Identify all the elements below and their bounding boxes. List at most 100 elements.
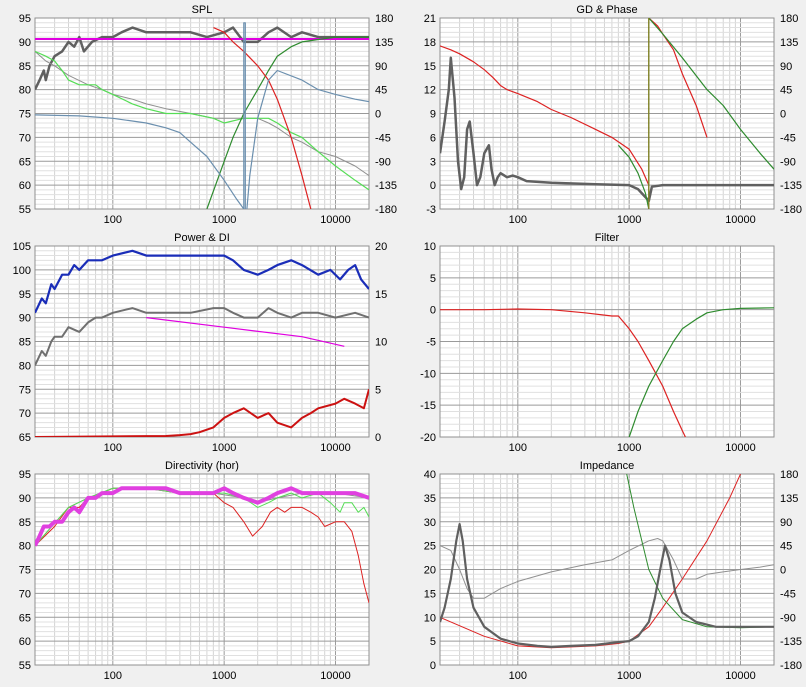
x-tick-label: 100 [509,670,527,682]
y-tick-label: -20 [420,432,436,444]
y2-tick-label: 10 [375,337,387,349]
y2-tick-label: -45 [780,132,796,144]
y2-tick-label: 90 [375,61,387,73]
series-line-5 [206,36,369,209]
series-line-3 [146,317,345,347]
chart-panel-power-di: Power & DI 65 70 75 80 85 90 95 100 105 20 15 10 5 0 10… [0,228,401,454]
series-group [440,18,774,209]
y-tick-label: 65 [19,156,31,168]
y2-tick-label: -90 [375,156,391,168]
x-tick-label: 10000 [320,442,351,454]
y-tick-label: 80 [19,360,31,372]
x-tick-label: 100 [104,670,122,682]
x-tick-label: 100 [104,214,122,226]
series-line-4 [440,523,774,648]
chart-title: Directivity (hor) [165,460,239,472]
chart-title: Filter [595,232,620,244]
y-tick-label: 65 [19,432,31,444]
plot-border [34,473,370,666]
y2-tick-label: 45 [375,85,387,97]
y2-tick-label: 135 [780,37,798,49]
y-tick-label: -3 [426,204,436,216]
series-line-1 [35,249,369,314]
x-tick-label: 1000 [212,442,236,454]
y2-tick-label: 45 [780,85,792,97]
y2-tick-label: 180 [780,469,798,481]
series-line-4 [617,18,774,209]
chart-panel-impedance: Impedance 0 5 10 15 20 25 30 35 40 180 135 90 45 0 -45 -… [405,456,806,682]
y-tick-label: 95 [19,13,31,25]
y2-tick-label: 0 [780,565,786,577]
y-tick-label: 85 [19,337,31,349]
x-tick-label: 1000 [212,214,236,226]
y2-tick-label: 0 [375,432,381,444]
y-tick-label: 0 [430,660,436,672]
y2-tick-label: 135 [375,37,393,49]
y2-tick-label: -45 [375,132,391,144]
chart-title: Power & DI [174,232,230,244]
chart-filter: Filter -20 -15 -10 -5 0 5 10 100 1000 10000 [420,232,775,454]
y2-tick-label: -180 [375,204,397,216]
x-tick-label: 10000 [320,214,351,226]
series-line-6 [213,27,312,209]
plot-border [439,17,775,210]
series-line-2 [35,307,369,366]
y2-tick-label: 90 [780,61,792,73]
y-tick-label: 10 [424,241,436,253]
y2-tick-label: 90 [780,517,792,529]
series-line-2 [628,307,774,437]
y-tick-label: 55 [19,660,31,672]
plot-border [439,473,775,666]
y2-tick-label: 15 [375,289,387,301]
series-group [35,486,369,604]
gridlines [440,473,774,666]
series-group [440,474,774,649]
y2-tick-label: 20 [375,241,387,253]
series-line-3 [648,18,708,138]
plot-border [439,245,775,438]
y-tick-label: 0 [430,305,436,317]
y-tick-label: 5 [430,636,436,648]
series-line-1 [440,308,686,437]
y-tick-label: 25 [424,541,436,553]
y-tick-label: 6 [430,132,436,144]
x-tick-label: 100 [104,442,122,454]
series-group [440,307,774,437]
y-tick-label: 75 [19,109,31,121]
y-tick-label: 70 [19,588,31,600]
y-tick-label: 85 [19,517,31,529]
y-tick-label: 0 [430,180,436,192]
y2-tick-label: -90 [780,612,796,624]
y-tick-label: 100 [13,265,31,277]
y2-tick-label: 5 [375,384,381,396]
x-tick-label: 1000 [617,442,641,454]
y-tick-label: 85 [19,61,31,73]
x-tick-label: 10000 [725,670,756,682]
series-line-4 [35,486,369,547]
series-line-1 [35,26,369,91]
y-tick-label: 55 [19,204,31,216]
y-tick-label: 80 [19,85,31,97]
y2-tick-label: -135 [780,636,802,648]
x-tick-label: 10000 [320,670,351,682]
y-tick-label: 12 [424,85,436,97]
y-tick-label: 10 [424,612,436,624]
series-group [35,249,369,437]
series-group [35,22,369,209]
y2-tick-label: 45 [780,541,792,553]
chart-impedance: Impedance 0 5 10 15 20 25 30 35 40 180 135 90 45 0 -45 -… [424,460,802,682]
gridlines [35,473,369,666]
y-tick-label: 70 [19,132,31,144]
y2-tick-label: 0 [375,109,381,121]
y-tick-label: 95 [19,469,31,481]
y-tick-label: -5 [426,337,436,349]
x-tick-label: 100 [509,442,527,454]
chart-gd-phase: GD & Phase -3 0 3 6 9 12 15 18 21 180 135 90 45 0 -45 -9… [424,4,802,226]
chart-spl: SPL 55 60 65 70 75 80 85 90 95 180 135 90 45 0 -45 -90 -1… [19,4,397,226]
y-tick-label: 35 [424,493,436,505]
y-tick-label: 18 [424,37,436,49]
y-tick-label: -10 [420,368,436,380]
x-tick-label: 1000 [617,670,641,682]
